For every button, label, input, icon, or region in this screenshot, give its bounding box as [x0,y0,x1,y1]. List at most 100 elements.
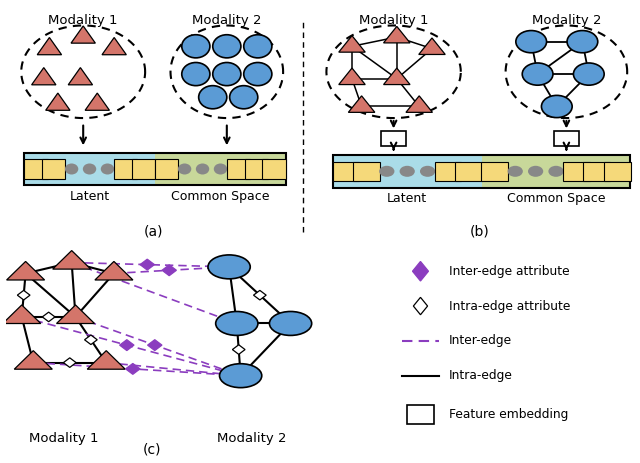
Circle shape [244,35,272,58]
Circle shape [83,163,96,175]
Bar [583,162,610,181]
Polygon shape [406,96,433,113]
Bar [353,162,380,181]
Circle shape [182,63,210,86]
Text: Latent: Latent [70,190,109,203]
Bar [113,159,137,179]
Polygon shape [162,265,177,275]
Circle shape [216,312,258,335]
Circle shape [212,63,241,86]
Circle shape [541,95,572,118]
Bar [554,131,579,146]
Circle shape [196,163,209,175]
Text: Modality 2: Modality 2 [192,14,262,27]
Text: Common Space: Common Space [507,192,605,205]
Polygon shape [3,305,41,324]
Circle shape [244,63,272,86]
Circle shape [178,163,191,175]
Polygon shape [383,26,410,43]
Circle shape [573,63,604,85]
Text: Modality 1: Modality 1 [359,14,428,27]
Bar [333,155,630,188]
Polygon shape [95,262,133,280]
Polygon shape [120,340,134,350]
Text: Intra-edge: Intra-edge [449,369,513,382]
Polygon shape [232,345,245,354]
Circle shape [420,166,435,177]
Text: Inter-edge: Inter-edge [449,334,512,347]
Polygon shape [419,38,445,55]
Polygon shape [52,250,91,269]
Bar [24,153,155,185]
Text: (a): (a) [144,225,163,238]
Bar [244,159,268,179]
Text: Modality 1: Modality 1 [29,432,99,445]
Bar [155,153,286,185]
Bar [155,159,179,179]
Circle shape [182,35,210,58]
Bar [604,162,630,181]
Text: Modality 2: Modality 2 [532,14,601,27]
Circle shape [269,312,312,335]
Polygon shape [71,26,95,43]
Polygon shape [125,363,140,374]
Bar [262,159,286,179]
Bar [563,162,590,181]
Circle shape [516,31,547,53]
Polygon shape [148,340,162,350]
Text: (c): (c) [143,442,161,456]
Circle shape [212,35,241,58]
Polygon shape [85,93,109,110]
Polygon shape [413,262,428,281]
Text: Latent: Latent [387,192,428,205]
Polygon shape [45,93,70,110]
Polygon shape [102,38,126,55]
Bar [381,131,406,146]
Polygon shape [383,68,410,85]
Circle shape [230,86,258,109]
Text: Modality 1: Modality 1 [49,14,118,27]
Circle shape [548,166,564,177]
Polygon shape [31,68,56,85]
Polygon shape [140,259,154,270]
Bar [333,155,482,188]
Bar [481,162,508,181]
Circle shape [508,166,523,177]
Circle shape [522,63,553,85]
Polygon shape [87,350,125,369]
Bar [482,155,630,188]
Bar [227,159,250,179]
Circle shape [220,364,262,388]
Text: (b): (b) [470,225,490,238]
Bar [132,159,155,179]
Polygon shape [253,290,266,300]
Text: Intra-edge attribute: Intra-edge attribute [449,300,570,313]
Circle shape [208,255,250,279]
Polygon shape [42,312,55,322]
Bar [333,162,360,181]
Bar [408,406,433,424]
Polygon shape [84,335,97,344]
Polygon shape [17,290,30,300]
Circle shape [198,86,227,109]
Polygon shape [339,68,365,85]
Bar [42,159,65,179]
Text: Modality 2: Modality 2 [218,432,287,445]
Polygon shape [413,297,428,315]
Text: Common Space: Common Space [172,190,269,203]
Polygon shape [37,38,61,55]
Polygon shape [56,305,95,324]
Polygon shape [14,350,52,369]
Text: Inter-edge attribute: Inter-edge attribute [449,265,570,278]
Circle shape [100,163,114,175]
Bar [24,159,47,179]
Text: Feature embedding: Feature embedding [449,408,568,421]
Polygon shape [63,358,76,368]
Circle shape [399,166,415,177]
Bar [24,153,286,185]
Circle shape [567,31,598,53]
Polygon shape [68,68,93,85]
Circle shape [528,166,543,177]
Polygon shape [6,262,45,280]
Circle shape [214,163,227,175]
